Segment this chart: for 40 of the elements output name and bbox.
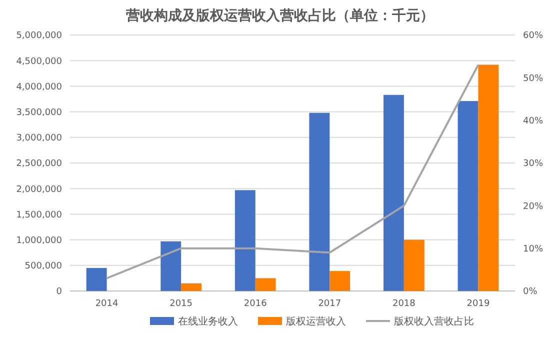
bar [384,94,404,291]
y-tick-label: 2,500,000 [16,159,62,170]
bar [160,241,182,291]
bar [234,190,256,291]
x-tick-label: 2018 [392,299,416,309]
legend-label: 在线业务收入 [178,316,238,328]
legend-label: 版权收入营收占比 [394,316,474,328]
x-tick-label: 2016 [244,299,268,309]
y2-tick-label: 60% [523,31,544,42]
bar [478,64,499,291]
bar [404,240,424,291]
x-tick-label: 2019 [466,299,490,309]
bar [181,283,202,291]
y-tick-label: 1,000,000 [16,236,62,246]
y-tick-label: 4,500,000 [16,56,62,67]
y2-tick-label: 20% [523,202,544,212]
y-tick-label: 0 [56,287,62,298]
y2-tick-label: 30% [523,159,544,170]
y-tick-label: 3,500,000 [16,108,62,118]
bar [458,101,478,291]
bar [309,112,330,291]
y2-tick-label: 0% [523,287,538,298]
y2-tick-label: 50% [523,74,544,84]
bar [255,278,276,291]
bar [86,268,107,291]
y2-tick-label: 40% [523,116,544,126]
y-tick-label: 5,000,000 [16,31,62,42]
y-tick-label: 500,000 [24,262,62,272]
bar [330,271,350,291]
y-tick-label: 3,000,000 [16,134,62,144]
y-tick-label: 4,000,000 [16,82,62,92]
x-tick-label: 2014 [95,299,118,309]
y-tick-label: 2,000,000 [16,184,62,195]
x-tick-label: 2017 [318,299,342,309]
y2-tick-label: 10% [523,244,544,254]
line-series [106,64,480,280]
chart-title: 营收构成及版权运营收入营收占比（单位：千元） [125,7,434,24]
y-tick-label: 1,500,000 [16,210,62,220]
x-tick-label: 2015 [170,299,193,309]
legend-label: 版权运营收入 [286,316,346,328]
